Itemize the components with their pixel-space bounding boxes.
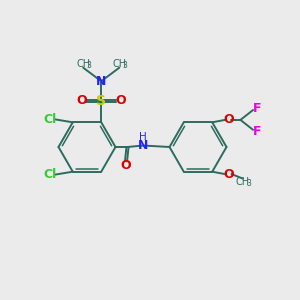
Text: Cl: Cl (44, 113, 57, 126)
Text: S: S (96, 94, 106, 108)
Text: O: O (116, 94, 126, 107)
Text: 3: 3 (246, 178, 251, 188)
Text: N: N (96, 75, 106, 88)
Text: O: O (223, 168, 234, 181)
Text: 3: 3 (86, 61, 92, 70)
Text: O: O (223, 113, 234, 126)
Text: N: N (138, 139, 148, 152)
Text: H: H (139, 132, 147, 142)
Text: O: O (121, 159, 131, 172)
Text: CH: CH (112, 59, 126, 69)
Text: Cl: Cl (44, 168, 57, 181)
Text: O: O (76, 94, 87, 107)
Text: 3: 3 (122, 61, 128, 70)
Text: F: F (252, 102, 261, 115)
Text: F: F (252, 124, 261, 137)
Text: CH: CH (76, 59, 90, 69)
Text: CH: CH (236, 177, 250, 187)
